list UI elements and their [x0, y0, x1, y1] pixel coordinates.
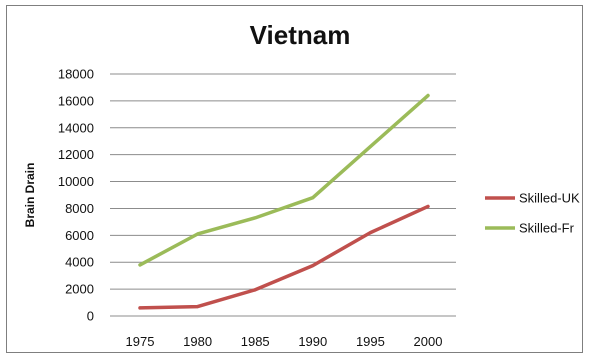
data-point — [368, 145, 372, 149]
y-axis-ticks: 0 2000 4000 6000 8000 10000 12000 14000 16000 180… — [58, 67, 94, 324]
y-tick-label: 14000 — [58, 120, 94, 135]
data-point — [426, 204, 430, 208]
legend-label: Skilled-UK — [519, 191, 580, 206]
data-point — [196, 232, 200, 236]
y-tick-label: 6000 — [65, 228, 94, 243]
y-axis-label: Brain Drain — [23, 163, 37, 228]
data-point — [311, 264, 315, 268]
chart-title: Vietnam — [250, 20, 351, 50]
series-lines — [138, 93, 430, 310]
y-tick-label: 10000 — [58, 174, 94, 189]
legend: Skilled-UK Skilled-Fr — [485, 191, 580, 236]
data-point — [138, 263, 142, 267]
x-tick-label: 1980 — [183, 334, 212, 349]
data-point — [311, 196, 315, 200]
x-tick-label: 1975 — [126, 334, 155, 349]
legend-label: Skilled-Fr — [519, 221, 575, 236]
y-tick-label: 18000 — [58, 67, 94, 82]
x-tick-label: 1995 — [356, 334, 385, 349]
y-tick-label: 4000 — [65, 255, 94, 270]
series-line-skilled-fr — [138, 93, 430, 267]
series-line-skilled-uk — [138, 204, 430, 310]
x-tick-label: 1985 — [241, 334, 270, 349]
y-tick-label: 2000 — [65, 282, 94, 297]
data-point — [253, 216, 257, 220]
data-point — [253, 288, 257, 292]
x-axis-ticks: 1975 1980 1985 1990 1995 2000 — [126, 334, 443, 349]
y-tick-label: 8000 — [65, 201, 94, 216]
data-point — [196, 305, 200, 309]
data-point — [426, 94, 430, 98]
x-tick-label: 2000 — [414, 334, 443, 349]
x-tick-label: 1990 — [298, 334, 327, 349]
y-tick-label: 12000 — [58, 147, 94, 162]
gridlines — [110, 73, 456, 317]
y-tick-label: 16000 — [58, 93, 94, 108]
y-tick-label: 0 — [87, 309, 94, 324]
data-point — [368, 231, 372, 235]
chart-frame — [6, 5, 583, 353]
data-point — [138, 306, 142, 310]
